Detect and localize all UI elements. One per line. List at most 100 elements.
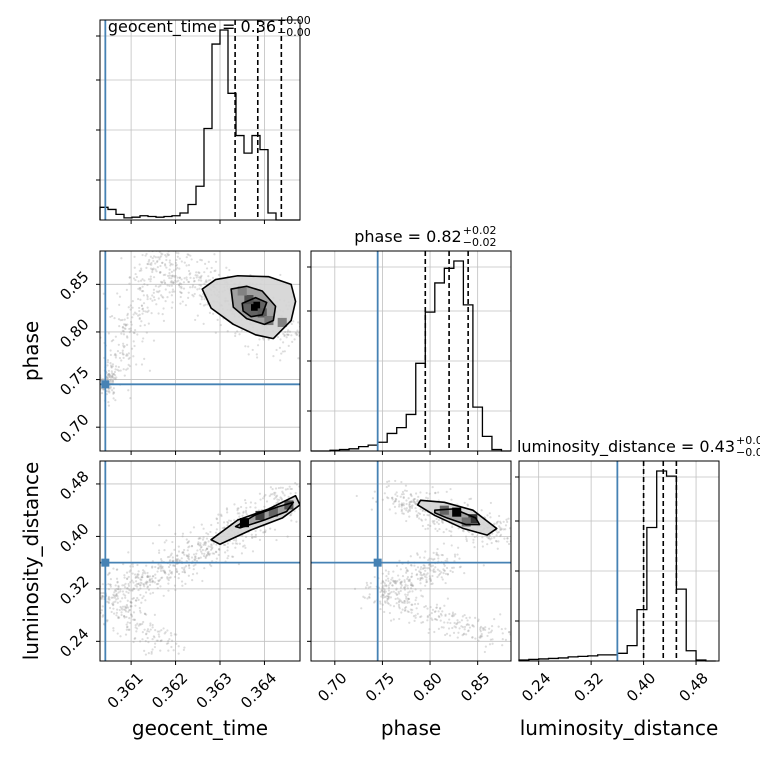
sample-point xyxy=(134,624,137,627)
sample-point xyxy=(410,587,413,590)
sample-point xyxy=(438,569,441,572)
sample-point xyxy=(407,597,410,601)
sample-point xyxy=(272,355,275,358)
sample-point xyxy=(95,597,97,599)
sample-point xyxy=(121,353,124,356)
sample-point xyxy=(152,296,156,299)
sample-point xyxy=(381,585,384,588)
sample-point xyxy=(147,278,151,281)
sample-point xyxy=(480,635,484,638)
sample-point xyxy=(133,311,137,314)
sample-point xyxy=(381,593,384,597)
y-tick-label: 0.32 xyxy=(56,572,92,608)
sample-point xyxy=(178,267,181,270)
sample-point xyxy=(244,345,247,348)
sample-point xyxy=(406,577,409,581)
sample-point xyxy=(394,499,397,503)
sample-point xyxy=(127,591,130,594)
sample-point xyxy=(427,523,430,527)
sample-point xyxy=(392,605,396,608)
sample-point xyxy=(136,576,139,579)
sample-point xyxy=(118,616,121,619)
sample-point xyxy=(114,365,118,368)
sample-point xyxy=(413,603,417,606)
sample-point xyxy=(146,575,149,578)
sample-point xyxy=(292,320,295,323)
sample-point xyxy=(89,594,91,596)
sample-point xyxy=(182,281,186,284)
sample-point xyxy=(451,615,454,618)
sample-point xyxy=(125,615,128,619)
sample-point xyxy=(387,589,391,592)
sample-point xyxy=(473,535,476,539)
sample-point xyxy=(144,310,147,313)
sample-point xyxy=(302,491,304,493)
sample-point xyxy=(119,605,122,609)
sample-point xyxy=(113,591,116,594)
sample-point xyxy=(242,511,245,514)
sample-point xyxy=(499,520,502,523)
sample-point xyxy=(193,558,197,562)
sample-point xyxy=(156,266,159,269)
sample-point xyxy=(381,572,384,575)
sample-point xyxy=(421,621,425,624)
sample-point xyxy=(188,545,191,548)
sample-point xyxy=(332,335,334,337)
sample-point xyxy=(285,333,288,336)
sample-point xyxy=(404,608,407,612)
sample-point xyxy=(440,626,443,629)
sample-point xyxy=(131,563,134,566)
sample-point xyxy=(136,333,139,336)
sample-point xyxy=(144,599,147,602)
sample-point xyxy=(281,490,284,493)
sample-point xyxy=(187,564,191,567)
sample-point xyxy=(274,491,277,494)
density-panel xyxy=(89,481,304,656)
sample-point xyxy=(471,624,474,628)
sample-point xyxy=(108,374,111,377)
sample-point xyxy=(401,512,404,515)
sample-point xyxy=(138,313,141,316)
sample-point xyxy=(129,581,132,584)
sample-point xyxy=(495,534,498,537)
sample-point xyxy=(416,612,419,615)
sample-point xyxy=(387,484,390,487)
sample-point xyxy=(189,286,192,289)
sample-point xyxy=(395,491,398,494)
sample-point xyxy=(391,584,394,587)
sample-point xyxy=(467,623,470,627)
panel-grid xyxy=(311,461,511,661)
sample-point xyxy=(127,352,130,355)
sample-point xyxy=(106,573,110,576)
sample-point xyxy=(143,612,147,615)
sample-point xyxy=(284,488,287,491)
sample-point xyxy=(205,280,208,283)
sample-point xyxy=(168,569,171,572)
sample-point xyxy=(245,513,248,516)
sample-point xyxy=(370,508,373,511)
sample-point xyxy=(182,568,185,571)
sample-point xyxy=(381,498,384,501)
sample-point xyxy=(226,557,229,560)
sample-point xyxy=(154,256,158,259)
sample-point xyxy=(116,595,119,598)
sample-point xyxy=(160,294,163,297)
sample-point xyxy=(135,275,138,279)
sample-point xyxy=(410,611,413,614)
sample-point xyxy=(132,277,136,280)
sample-point xyxy=(166,577,169,580)
sample-point xyxy=(311,318,313,320)
sample-point xyxy=(477,618,480,621)
sample-point xyxy=(222,521,226,524)
sample-point xyxy=(102,595,105,598)
sample-point xyxy=(410,575,413,578)
sample-point xyxy=(217,548,221,551)
sample-point xyxy=(478,636,481,639)
sample-point xyxy=(132,340,135,343)
sample-point xyxy=(175,570,178,574)
sample-point xyxy=(177,252,180,255)
sample-point xyxy=(388,480,391,483)
sample-point xyxy=(254,502,257,505)
sample-point xyxy=(164,264,167,267)
sample-point xyxy=(118,325,121,328)
